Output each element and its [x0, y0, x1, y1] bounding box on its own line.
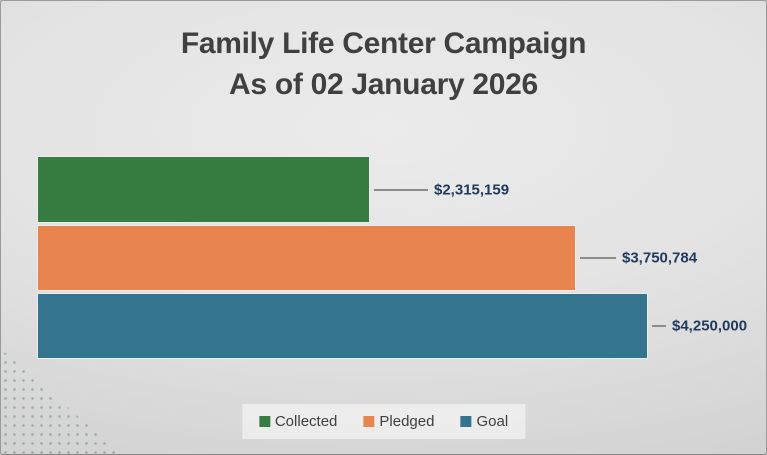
value-label-goal: $4,250,000	[672, 317, 748, 335]
legend-item-pledged: Pledged	[363, 413, 434, 430]
chart-title-line1: Family Life Center Campaign	[180, 27, 587, 60]
legend-label-pledged: Pledged	[379, 413, 435, 430]
bar-goal	[37, 293, 648, 359]
legend-label-collected: Collected	[274, 413, 338, 430]
value-label-collected: $2,315,159	[434, 181, 510, 198]
value-label-pledged: $3,750,784	[622, 249, 698, 267]
chart-title: Family Life Center Campaign As of 02 Jan…	[1, 23, 766, 105]
legend-swatch-collected-icon	[258, 416, 270, 427]
bar-collected	[37, 156, 370, 223]
chart-legend: Collected Pledged Goal	[241, 404, 526, 439]
legend-label-goal: Goal	[476, 413, 509, 430]
chart-title-line2: As of 02 January 2026	[229, 68, 538, 101]
bar-pledged	[37, 225, 576, 291]
legend-item-goal: Goal	[460, 413, 508, 430]
legend-swatch-pledged-icon	[363, 416, 375, 427]
leader-line-goal	[652, 325, 666, 327]
leader-line-pledged	[580, 257, 616, 259]
leader-line-collected	[374, 188, 428, 191]
legend-item-collected: Collected	[258, 413, 338, 430]
legend-swatch-goal-icon	[460, 416, 472, 427]
